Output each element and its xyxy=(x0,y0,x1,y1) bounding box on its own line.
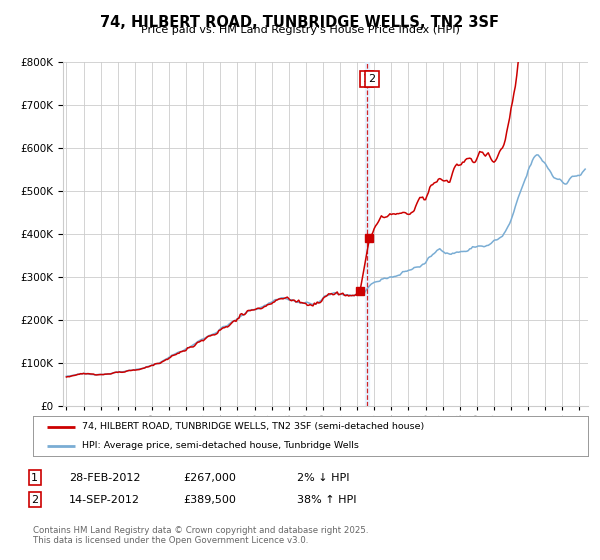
Bar xyxy=(365,62,370,406)
Text: Price paid vs. HM Land Registry's House Price Index (HPI): Price paid vs. HM Land Registry's House … xyxy=(140,25,460,35)
Text: 2% ↓ HPI: 2% ↓ HPI xyxy=(297,473,349,483)
Text: 2: 2 xyxy=(31,494,38,505)
Text: 1: 1 xyxy=(363,74,370,84)
Text: Contains HM Land Registry data © Crown copyright and database right 2025.
This d: Contains HM Land Registry data © Crown c… xyxy=(33,526,368,545)
Text: 14-SEP-2012: 14-SEP-2012 xyxy=(69,494,140,505)
Text: 74, HILBERT ROAD, TUNBRIDGE WELLS, TN2 3SF (semi-detached house): 74, HILBERT ROAD, TUNBRIDGE WELLS, TN2 3… xyxy=(82,422,424,431)
Text: 2: 2 xyxy=(368,74,376,84)
Text: 1: 1 xyxy=(31,473,38,483)
Text: £389,500: £389,500 xyxy=(183,494,236,505)
Text: £267,000: £267,000 xyxy=(183,473,236,483)
Text: 38% ↑ HPI: 38% ↑ HPI xyxy=(297,494,356,505)
Text: 28-FEB-2012: 28-FEB-2012 xyxy=(69,473,140,483)
Text: HPI: Average price, semi-detached house, Tunbridge Wells: HPI: Average price, semi-detached house,… xyxy=(82,441,359,450)
Text: 74, HILBERT ROAD, TUNBRIDGE WELLS, TN2 3SF: 74, HILBERT ROAD, TUNBRIDGE WELLS, TN2 3… xyxy=(101,15,499,30)
